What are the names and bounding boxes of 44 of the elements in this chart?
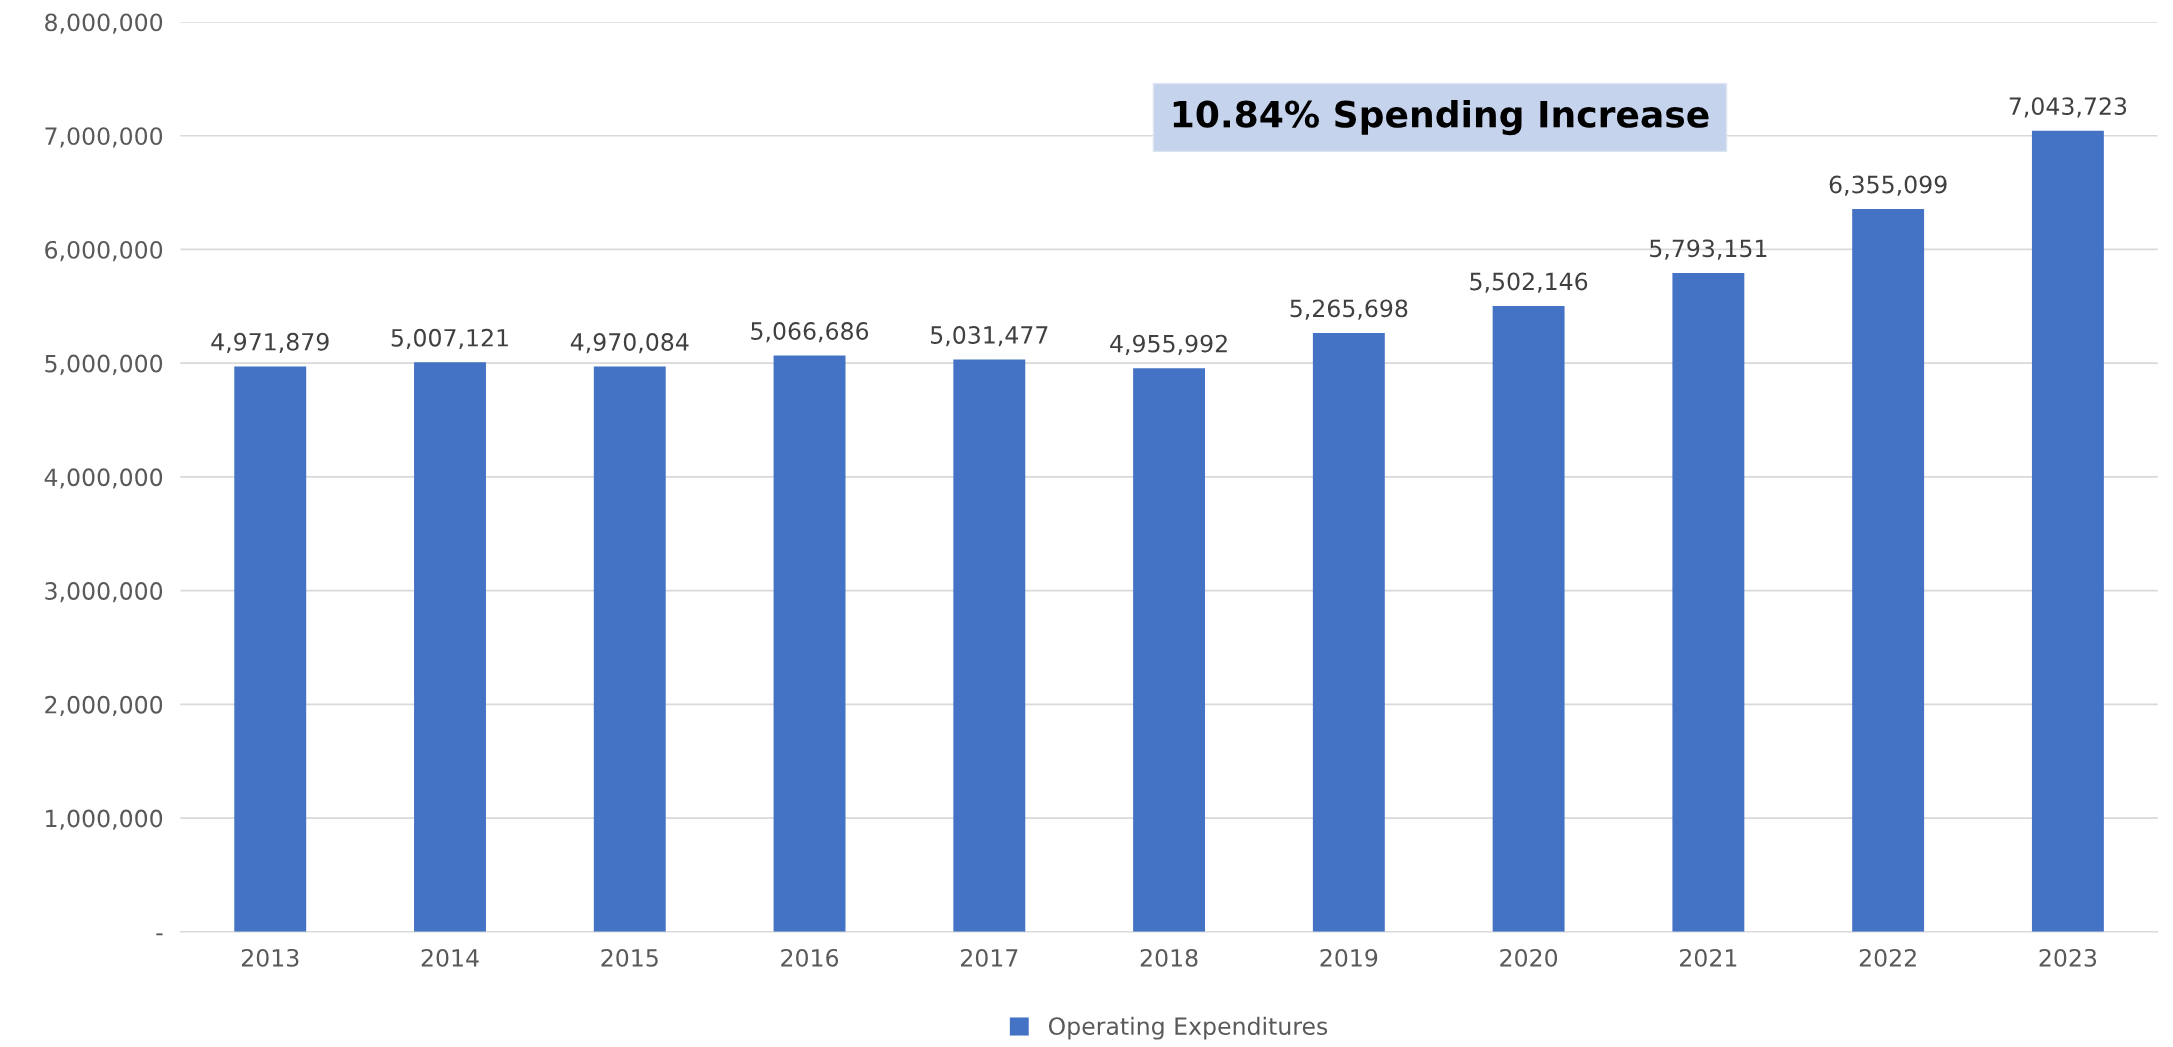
bar (773, 355, 846, 932)
y-tick-label: 5,000,000 (45, 354, 163, 375)
x-tick-label: 2022 (1859, 948, 1916, 967)
bar (2031, 130, 2104, 932)
data-label: 4,955,992 (1110, 334, 1227, 355)
x-tick-label: 2020 (1500, 948, 1558, 967)
y-tick-label: 7,000,000 (45, 127, 163, 148)
data-label: 4,970,084 (570, 333, 689, 354)
legend-label: Operating Expenditures (1048, 1016, 1328, 1040)
bar (234, 366, 307, 932)
bar (953, 359, 1026, 932)
x-tick-label: 2016 (781, 948, 839, 967)
y-tick-label: 4,000,000 (44, 468, 163, 489)
data-label: 5,031,477 (931, 326, 1048, 347)
x-tick-label: 2018 (1140, 948, 1198, 967)
y-tick-label: 1,000,000 (46, 809, 163, 830)
data-label: 5,793,151 (1650, 239, 1767, 260)
x-tick-label: 2017 (960, 948, 1018, 967)
bar (1852, 209, 1925, 932)
bar (414, 362, 486, 932)
x-tick-label: 2014 (421, 948, 479, 967)
y-tick-label: 8,000,000 (45, 13, 163, 34)
bar (593, 366, 666, 932)
data-label: 5,502,146 (1470, 272, 1588, 293)
data-label: 4,971,879 (211, 332, 329, 354)
x-tick-label: 2013 (241, 948, 299, 967)
bar (1492, 306, 1565, 932)
y-tick-label: - (156, 933, 163, 936)
data-label: 7,043,723 (2009, 97, 2127, 118)
y-tick-label: 2,000,000 (45, 695, 163, 717)
bar (1672, 272, 1745, 932)
annotation: 10.84% Spending Increase (1173, 99, 1709, 136)
bar (1133, 368, 1206, 932)
data-label: 6,355,099 (1829, 175, 1947, 196)
x-tick-label: 2019 (1320, 948, 1378, 967)
y-tick-label: 6,000,000 (45, 240, 163, 262)
data-label: 5,007,121 (391, 328, 508, 350)
x-tick-label: 2023 (2039, 948, 2097, 967)
x-tick-label: 2021 (1680, 948, 1737, 967)
x-tick-label: 2015 (601, 948, 658, 967)
data-label: 5,066,686 (751, 322, 869, 343)
y-tick-label: 3,000,000 (45, 582, 163, 603)
data-label: 5,265,698 (1290, 299, 1408, 320)
bar (1312, 332, 1385, 932)
